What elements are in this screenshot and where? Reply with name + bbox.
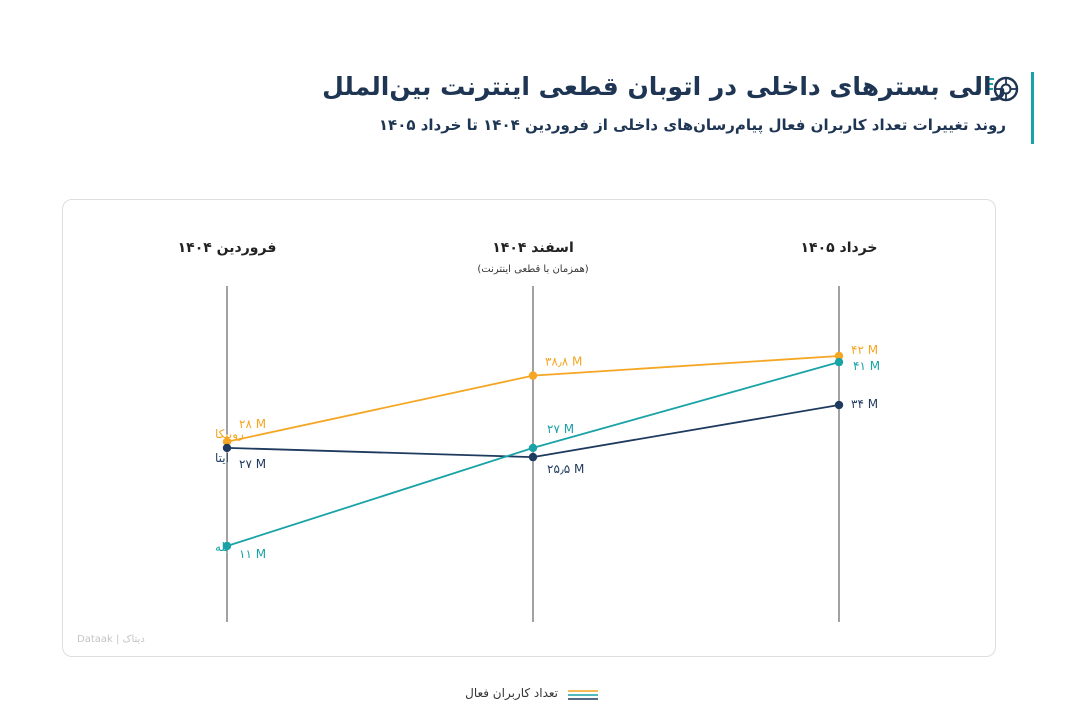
data-label-eitaa-0: ۲۷ M	[239, 457, 266, 471]
legend-label: تعداد کاربران فعال	[465, 686, 558, 700]
data-label-eitaa-1: ۲۵٫۵ M	[547, 462, 584, 476]
legend: تعداد کاربران فعال	[0, 684, 1080, 706]
data-label-bale-0: ۱۱ M	[239, 547, 266, 561]
category-label-0: فروردین ۱۴۰۴	[178, 240, 277, 256]
category-label-2: خرداد ۱۴۰۵	[800, 240, 877, 256]
header-accent-bar	[1031, 72, 1034, 144]
header: رالی بسترهای داخلی در اتوبان قطعی اینترن…	[80, 70, 1020, 146]
data-label-bale-1: ۲۷ M	[547, 422, 574, 436]
page-title: رالی بسترهای داخلی در اتوبان قطعی اینترن…	[322, 72, 1006, 101]
page-subtitle: روند تغییرات تعداد کاربران فعال پیام‌رسا…	[378, 116, 1006, 134]
data-label-bale-2: ۴۱ M	[853, 359, 880, 373]
data-point-eitaa-2	[834, 400, 844, 410]
data-label-rubika-0: ۲۸ M	[239, 417, 266, 431]
line-chart: فروردین ۱۴۰۴ اسفند ۱۴۰۴ (همزمان با قطعی ای…	[77, 240, 880, 645]
category-note-1: (همزمان با قطعی اینترنت)	[477, 264, 588, 275]
data-point-eitaa-0	[222, 443, 232, 453]
series-name-eitaa: ایتا	[215, 451, 229, 465]
legend-swatch-icon	[568, 690, 598, 700]
series-name-bale: بله	[215, 540, 229, 554]
data-point-bale-0	[222, 541, 232, 551]
series-name-rubika: روبیکا	[215, 427, 244, 442]
data-point-bale-1	[528, 443, 538, 453]
category-label-1: اسفند ۱۴۰۴	[492, 240, 574, 256]
data-point-eitaa-1	[528, 452, 538, 462]
data-label-rubika-2: ۴۲ M	[851, 343, 878, 357]
data-label-eitaa-2: ۳۴ M	[851, 397, 878, 411]
data-label-rubika-1: ۳۸٫۸ M	[545, 355, 582, 369]
data-point-rubika-1	[528, 371, 538, 380]
watermark: Dataak | دیتاک	[77, 634, 145, 645]
chart-container: فروردین ۱۴۰۴ اسفند ۱۴۰۴ (همزمان با قطعی ای…	[62, 199, 996, 657]
data-point-rubika-2	[834, 351, 844, 361]
data-point-bale-2	[834, 357, 844, 367]
data-point-rubika-0	[222, 437, 232, 446]
wheel-gauge-icon	[987, 76, 1019, 102]
